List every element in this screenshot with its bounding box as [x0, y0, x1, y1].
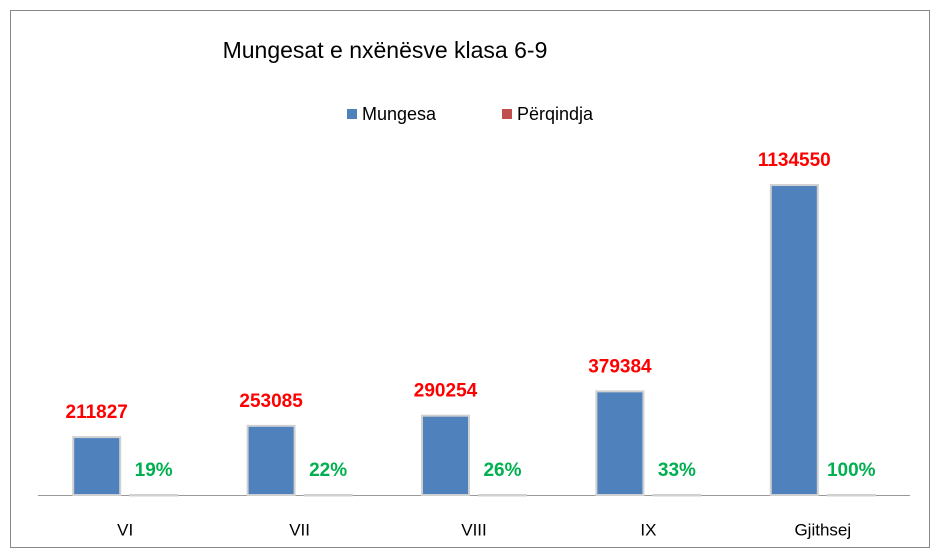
bar — [246, 424, 296, 496]
legend-label: Mungesa — [362, 104, 437, 124]
legend-swatch — [347, 109, 357, 119]
bar — [303, 493, 353, 497]
data-label: 379384 — [588, 356, 652, 377]
data-label: 253085 — [239, 391, 303, 412]
bar — [421, 414, 470, 496]
data-label: 26% — [483, 460, 521, 481]
data-label: 211827 — [66, 402, 128, 423]
legend-label: Përqindja — [517, 104, 594, 124]
data-label: 22% — [309, 460, 347, 481]
x-tick-label: VIII — [461, 520, 487, 539]
data-label: 19% — [135, 460, 173, 481]
data-label: 100% — [827, 460, 876, 481]
bar — [595, 390, 645, 496]
data-label: 1134550 — [758, 150, 831, 171]
bar — [478, 493, 527, 497]
legend-swatch — [502, 109, 512, 119]
bar — [72, 436, 122, 497]
x-tick-label: Gjithsej — [794, 520, 851, 539]
data-label: 290254 — [414, 381, 478, 402]
data-label: 33% — [658, 460, 696, 481]
chart-title: Mungesat e nxënësve klasa 6-9 — [223, 37, 548, 63]
x-tick-label: VI — [117, 520, 133, 539]
bar — [652, 493, 702, 497]
x-tick-label: IX — [640, 520, 656, 539]
bar — [769, 184, 819, 496]
bar — [826, 493, 876, 497]
x-tick-label: VII — [289, 520, 310, 539]
bar — [129, 493, 179, 497]
